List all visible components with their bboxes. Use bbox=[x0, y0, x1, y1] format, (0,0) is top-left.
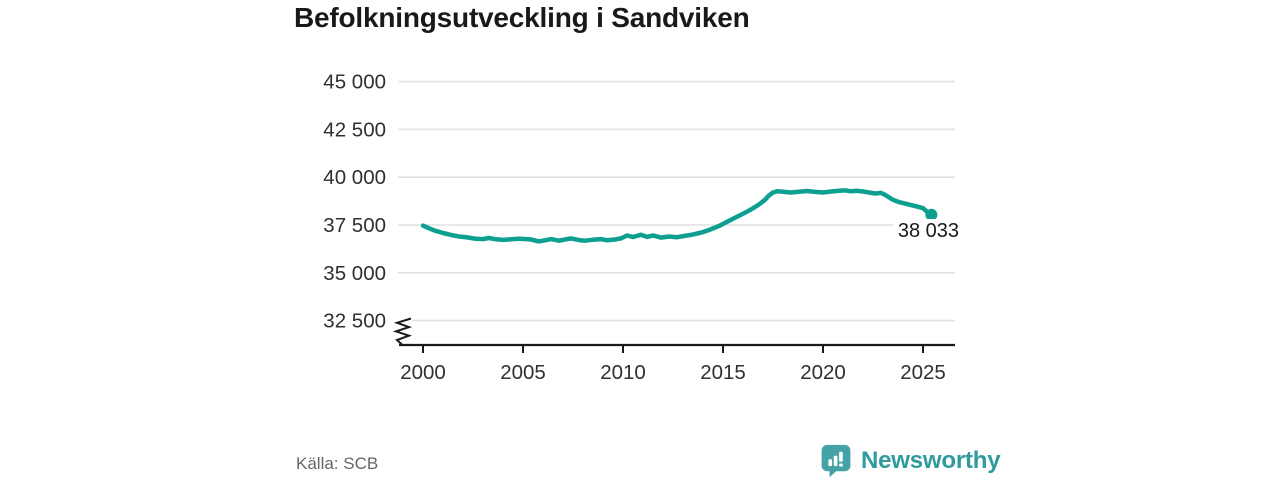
source-note: Källa: SCB bbox=[296, 454, 379, 473]
last-point-marker bbox=[925, 208, 938, 221]
newsworthy-logo: Newsworthy bbox=[820, 444, 1001, 477]
x-tick-label: 2020 bbox=[800, 361, 846, 384]
x-tick-label: 2010 bbox=[600, 361, 646, 384]
population-line bbox=[420, 188, 934, 244]
y-tick-label: 37 500 bbox=[323, 214, 386, 237]
y-tick-label: 45 000 bbox=[323, 71, 386, 94]
x-tick-label: 2015 bbox=[700, 361, 746, 384]
y-tick-label: 35 000 bbox=[323, 262, 386, 285]
x-tick-label: 2005 bbox=[500, 361, 546, 384]
page-title: Befolkningsutveckling i Sandviken bbox=[294, 2, 750, 33]
x-tick-label: 2025 bbox=[900, 361, 946, 384]
last-value-label: 38 033 bbox=[892, 219, 961, 244]
newsworthy-logo-text: Newsworthy bbox=[861, 446, 1001, 474]
axis-break-zigzag bbox=[392, 317, 413, 346]
bar-chart-glyph bbox=[828, 451, 843, 467]
y-tick-label: 32 500 bbox=[323, 310, 386, 333]
bar-chart-speech-bubble-icon bbox=[821, 444, 851, 477]
x-tick-label: 2000 bbox=[400, 361, 446, 384]
y-tick-label: 40 000 bbox=[323, 166, 386, 189]
y-tick-label: 42 500 bbox=[323, 118, 386, 141]
